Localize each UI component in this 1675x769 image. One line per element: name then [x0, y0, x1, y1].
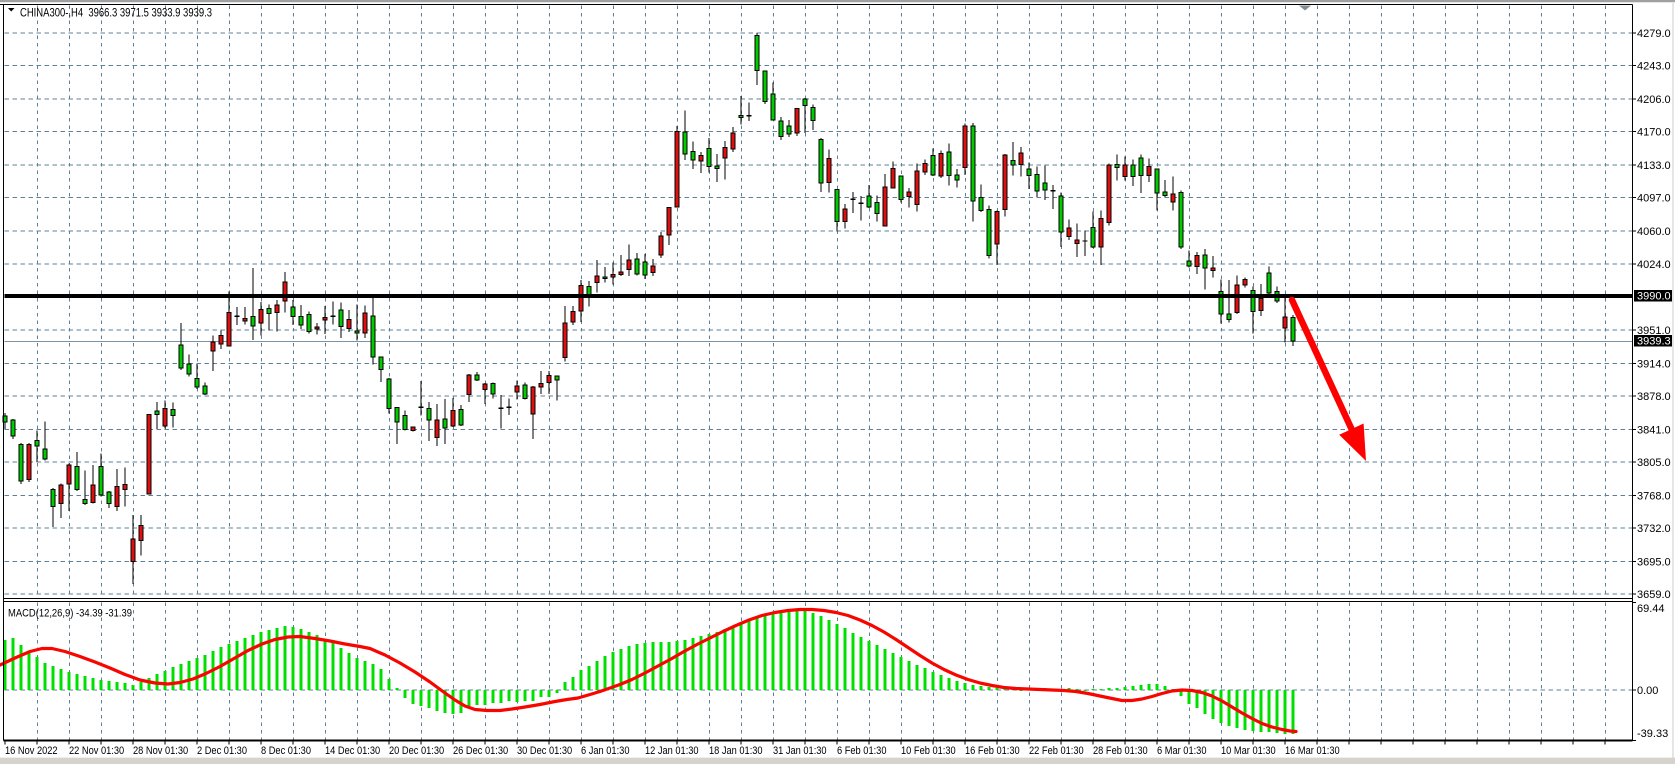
svg-text:3841.0: 3841.0	[1637, 424, 1671, 436]
svg-text:3878.0: 3878.0	[1637, 391, 1671, 403]
svg-text:3914.0: 3914.0	[1637, 358, 1671, 370]
svg-text:16 Feb 01:30: 16 Feb 01:30	[965, 745, 1020, 757]
svg-text:22 Nov 01:30: 22 Nov 01:30	[69, 745, 124, 757]
svg-text:10 Feb 01:30: 10 Feb 01:30	[901, 745, 956, 757]
svg-text:20 Dec 01:30: 20 Dec 01:30	[389, 745, 444, 757]
svg-text:16 Nov 2022: 16 Nov 2022	[5, 745, 58, 757]
svg-text:6 Feb 01:30: 6 Feb 01:30	[837, 745, 887, 757]
svg-text:22 Feb 01:30: 22 Feb 01:30	[1029, 745, 1084, 757]
svg-text:31 Jan 01:30: 31 Jan 01:30	[773, 745, 827, 757]
svg-text:3732.0: 3732.0	[1637, 523, 1671, 535]
svg-text:6 Jan 01:30: 6 Jan 01:30	[581, 745, 630, 757]
svg-text:3805.0: 3805.0	[1637, 457, 1671, 469]
svg-text:4206.0: 4206.0	[1637, 94, 1671, 106]
svg-text:3990.0: 3990.0	[1637, 291, 1671, 303]
svg-text:6 Mar 01:30: 6 Mar 01:30	[1157, 745, 1207, 757]
svg-text:CHINA300-,H4 3966.3 3971.5 39: CHINA300-,H4 3966.3 3971.5 3933.9 3939.3	[20, 6, 212, 20]
svg-text:2 Dec 01:30: 2 Dec 01:30	[197, 745, 247, 757]
svg-text:18 Jan 01:30: 18 Jan 01:30	[709, 745, 763, 757]
svg-text:4024.0: 4024.0	[1637, 259, 1671, 271]
svg-text:MACD(12,26,9) -34.39 -31.39: MACD(12,26,9) -34.39 -31.39	[8, 608, 132, 620]
svg-text:26 Dec 01:30: 26 Dec 01:30	[453, 745, 508, 757]
svg-text:-39.33: -39.33	[1637, 728, 1668, 740]
svg-text:12 Jan 01:30: 12 Jan 01:30	[645, 745, 699, 757]
svg-text:4097.0: 4097.0	[1637, 193, 1671, 205]
svg-text:4170.0: 4170.0	[1637, 127, 1671, 139]
svg-text:16 Mar 01:30: 16 Mar 01:30	[1285, 745, 1340, 757]
svg-text:10 Mar 01:30: 10 Mar 01:30	[1221, 745, 1276, 757]
svg-text:3951.0: 3951.0	[1637, 325, 1671, 337]
svg-text:30 Dec 01:30: 30 Dec 01:30	[517, 745, 572, 757]
svg-text:3939.3: 3939.3	[1637, 336, 1671, 348]
svg-text:0.00: 0.00	[1637, 685, 1658, 697]
svg-text:69.44: 69.44	[1637, 603, 1665, 615]
svg-text:4060.0: 4060.0	[1637, 226, 1671, 238]
svg-text:3659.0: 3659.0	[1637, 589, 1671, 601]
svg-text:8 Dec 01:30: 8 Dec 01:30	[261, 745, 311, 757]
svg-text:4279.0: 4279.0	[1637, 28, 1671, 40]
svg-text:3695.0: 3695.0	[1637, 557, 1671, 569]
svg-text:28 Nov 01:30: 28 Nov 01:30	[133, 745, 188, 757]
svg-text:4243.0: 4243.0	[1637, 61, 1671, 73]
svg-text:4133.0: 4133.0	[1637, 160, 1671, 172]
svg-text:14 Dec 01:30: 14 Dec 01:30	[325, 745, 380, 757]
svg-text:3768.0: 3768.0	[1637, 491, 1671, 503]
svg-text:28 Feb 01:30: 28 Feb 01:30	[1093, 745, 1148, 757]
